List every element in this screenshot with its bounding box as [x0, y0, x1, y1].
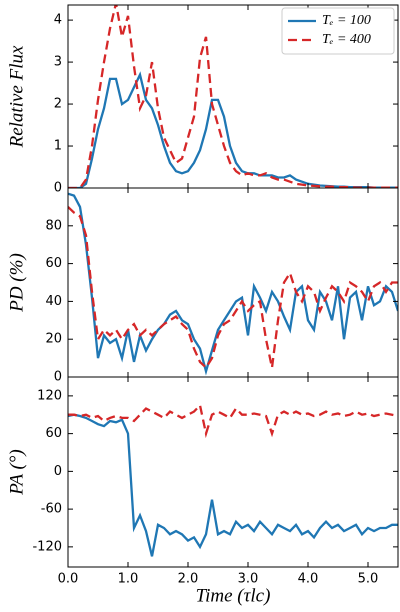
y-tick-label: 80	[45, 218, 62, 233]
y-tick-label: 60	[45, 426, 62, 441]
x-tick-label: 5.0	[358, 572, 379, 587]
y-tick-label: 40	[45, 294, 62, 309]
x-tick-label: 0.0	[58, 572, 79, 587]
x-tick-label: 3.0	[238, 572, 259, 587]
series-line	[68, 206, 398, 370]
y-tick-label: 1	[54, 139, 62, 154]
y-tick-label: 0	[54, 464, 62, 479]
x-tick-label: 2.0	[178, 572, 199, 587]
y-tick-label: 3	[54, 55, 62, 70]
y-tick-label: 4	[54, 13, 62, 28]
y-tick-label: 60	[45, 256, 62, 271]
legend-box	[281, 7, 395, 55]
y-axis-label: PA (°)	[6, 449, 27, 495]
legend-label: Tₑ = 400	[322, 32, 371, 47]
series-line	[68, 192, 398, 376]
y-tick-label: -120	[32, 539, 62, 554]
series-line	[68, 413, 398, 557]
series-line	[68, 402, 398, 439]
axes-frame	[67, 376, 399, 568]
y-tick-label: 0	[54, 181, 62, 196]
y-tick-label: 20	[45, 332, 62, 347]
y-axis-label: PD (%)	[6, 253, 27, 313]
y-tick-label: 2	[54, 97, 62, 112]
y-tick-label: -60	[41, 502, 62, 517]
x-tick-label: 4.0	[298, 572, 319, 587]
legend-label: Tₑ = 100	[322, 13, 371, 28]
y-axis-label: Relative Flux	[6, 45, 27, 148]
axes-frame	[67, 187, 399, 378]
y-tick-label: 120	[37, 388, 62, 403]
series-line	[68, 71, 398, 188]
y-tick-label: 0	[54, 370, 62, 385]
x-tick-label: 1.0	[118, 572, 139, 587]
series-line	[68, 5, 398, 188]
x-axis-label: Time (τlc)	[196, 585, 271, 606]
